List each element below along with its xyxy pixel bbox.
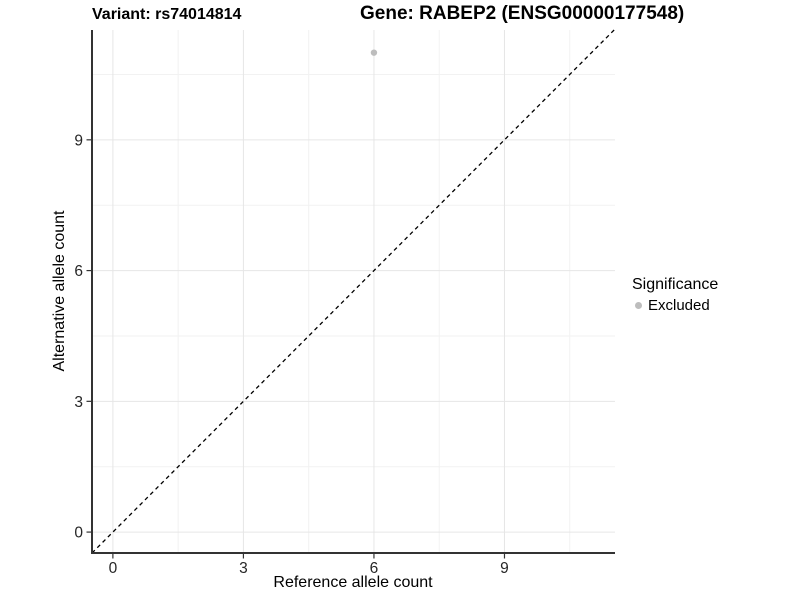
y-axis-title: Alternative allele count <box>51 210 68 372</box>
x-axis-title: Reference allele count <box>273 574 433 591</box>
y-tick-label: 3 <box>74 394 83 411</box>
legend-entry-label: Excluded <box>648 297 710 314</box>
y-tick-label: 6 <box>74 263 83 280</box>
gene-title: Gene: RABEP2 (ENSG00000177548) <box>360 3 685 24</box>
x-tick-label: 6 <box>370 560 379 577</box>
legend-entry-excluded: Excluded <box>632 297 718 314</box>
data-point <box>370 49 378 56</box>
identity-dashed-line <box>91 29 615 554</box>
y-tick-label: 9 <box>74 132 83 149</box>
legend-title: Significance <box>632 276 719 293</box>
excluded-point-icon <box>635 302 642 309</box>
x-tick-label: 9 <box>500 560 509 577</box>
legend: Significance Excluded <box>632 276 718 314</box>
x-tick-label: 0 <box>109 560 118 577</box>
y-tick-label: 0 <box>74 525 83 542</box>
variant-title: Variant: rs74014814 <box>92 6 242 23</box>
x-tick-label: 3 <box>239 560 248 577</box>
